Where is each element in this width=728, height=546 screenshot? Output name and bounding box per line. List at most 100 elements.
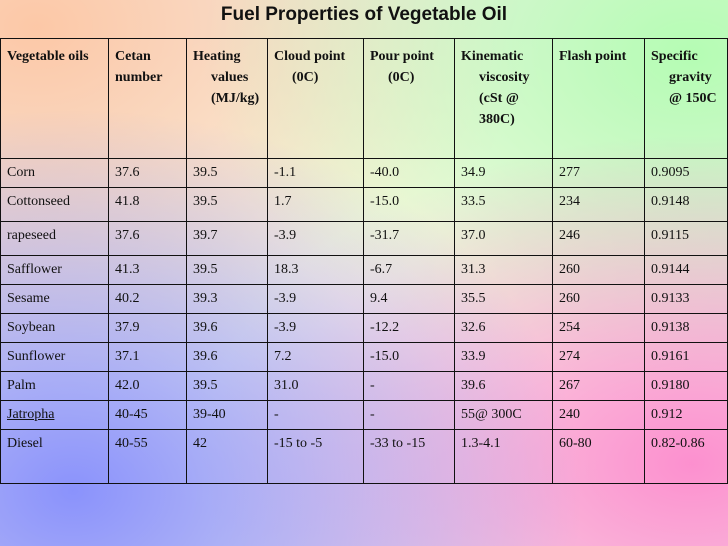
table-cell: rapeseed [0,221,109,256]
table-cell: 39.5 [186,255,268,285]
table-cell: -3.9 [267,313,364,343]
table-cell: 42.0 [108,371,187,401]
table-cell: Jatropha [0,400,109,430]
table-cell: Palm [0,371,109,401]
table-cell: Diesel [0,429,109,484]
table-cell: -15 to -5 [267,429,364,484]
table-row: Jatropha 40-45 39-40- -55@ 300C 240 0.912 [0,400,728,430]
table-cell: 0.9144 [644,255,728,285]
table-cell: Corn [0,158,109,188]
table-cell: Safflower [0,255,109,285]
table-cell: -31.7 [363,221,455,256]
header-cell: Kinematic viscosity (cSt @ 380C) [454,38,553,159]
table-cell: -15.0 [363,342,455,372]
table-cell: 31.3 [454,255,553,285]
table-cell: -1.1 [267,158,364,188]
table-row: Diesel 40-55 42 -15 to -5 -33 to -15 1.3-4.1 6… [0,429,728,484]
table-cell: 39.5 [186,158,268,188]
table-cell: 0.9115 [644,221,728,256]
table-cell: 18.3 [267,255,364,285]
table-cell: 274 [552,342,645,372]
table-cell: 31.0 [267,371,364,401]
table-cell: 277 [552,158,645,188]
header-cell: Specific gravity @ 150C [644,38,728,159]
table-cell: 37.6 [108,158,187,188]
header-row: Vegetable oils Cetan number Heating valu… [0,38,728,159]
table-cell: 246 [552,221,645,256]
header-cell: Flash point [552,38,645,159]
table-cell: 37.1 [108,342,187,372]
table-cell: 0.9095 [644,158,728,188]
table-row: Palm 42.0 39.5 31.0-39.6 267 0.9180 [0,371,728,401]
table-cell: 55@ 300C [454,400,553,430]
table-cell: 0.82-0.86 [644,429,728,484]
table-cell: 254 [552,313,645,343]
table-cell: -3.9 [267,284,364,314]
table-cell: 33.5 [454,187,553,222]
table-cell: 37.6 [108,221,187,256]
table-cell: 260 [552,255,645,285]
table-cell: 240 [552,400,645,430]
table-row: Sunflower 37.1 39.6 7.2 -15.0 33.9 274 0.9161 [0,342,728,372]
table-cell: 60-80 [552,429,645,484]
table-cell: 39.3 [186,284,268,314]
table-cell: Soybean [0,313,109,343]
table-cell: 41.8 [108,187,187,222]
table-cell: Cottonseed [0,187,109,222]
table-cell: -6.7 [363,255,455,285]
table-row: Safflower 41.3 39.5 18.3 -6.7 31.3 260 0.9144 [0,255,728,285]
table-cell: 40-55 [108,429,187,484]
fuel-properties-table: Vegetable oils Cetan number Heating valu… [0,38,728,484]
header-cell: Vegetable oils [0,38,109,159]
table-cell: 37.9 [108,313,187,343]
table-cell: - [363,371,455,401]
table-row: Corn 37.6 39.5 -1.1 -40.0 34.9 277 0.9095 [0,158,728,188]
table-cell: 260 [552,284,645,314]
table-cell: 40-45 [108,400,187,430]
table-cell: 0.9133 [644,284,728,314]
table-cell: 39.5 [186,187,268,222]
table-cell: 7.2 [267,342,364,372]
table-cell: 39-40 [186,400,268,430]
table-cell: - [363,400,455,430]
table-row: Sesame 40.2 39.3 -3.9 9.4 35.5 260 0.9133 [0,284,728,314]
table-cell: 39.5 [186,371,268,401]
table-cell: 39.7 [186,221,268,256]
table-cell: Sesame [0,284,109,314]
header-cell: Pour point (0C) [363,38,455,159]
table-row: Soybean 37.9 39.6 -3.9 -12.2 32.6 254 0.9138 [0,313,728,343]
table-cell: 267 [552,371,645,401]
table-cell: 9.4 [363,284,455,314]
table-cell: 35.5 [454,284,553,314]
table-cell: 41.3 [108,255,187,285]
header-cell: Cetan number [108,38,187,159]
table-cell: -40.0 [363,158,455,188]
table-cell: 0.9180 [644,371,728,401]
table-cell: -15.0 [363,187,455,222]
table-cell: 40.2 [108,284,187,314]
table-cell: 33.9 [454,342,553,372]
table-cell: 0.9148 [644,187,728,222]
table-cell: 0.912 [644,400,728,430]
header-cell: Heating values (MJ/kg) [186,38,268,159]
table-cell: 39.6 [186,313,268,343]
table-cell: 1.7 [267,187,364,222]
table-cell: 32.6 [454,313,553,343]
table-cell: 1.3-4.1 [454,429,553,484]
table-row: Cottonseed 41.8 39.5 1.7 -15.0 33.5 234 0.9148 [0,187,728,222]
table-row: rapeseed 37.6 39.7 -3.9 -31.7 37.0 246 0.9115 [0,221,728,256]
table-cell: 42 [186,429,268,484]
slide-title: Fuel Properties of Vegetable Oil [220,4,508,25]
table-cell: 234 [552,187,645,222]
table-cell: 37.0 [454,221,553,256]
table-cell: -33 to -15 [363,429,455,484]
table-cell: -3.9 [267,221,364,256]
table-cell: Sunflower [0,342,109,372]
table-cell: 34.9 [454,158,553,188]
table-cell: 0.9161 [644,342,728,372]
table-cell: -12.2 [363,313,455,343]
header-cell: Cloud point (0C) [267,38,364,159]
table-cell: 39.6 [186,342,268,372]
table-cell: - [267,400,364,430]
table-cell: 39.6 [454,371,553,401]
